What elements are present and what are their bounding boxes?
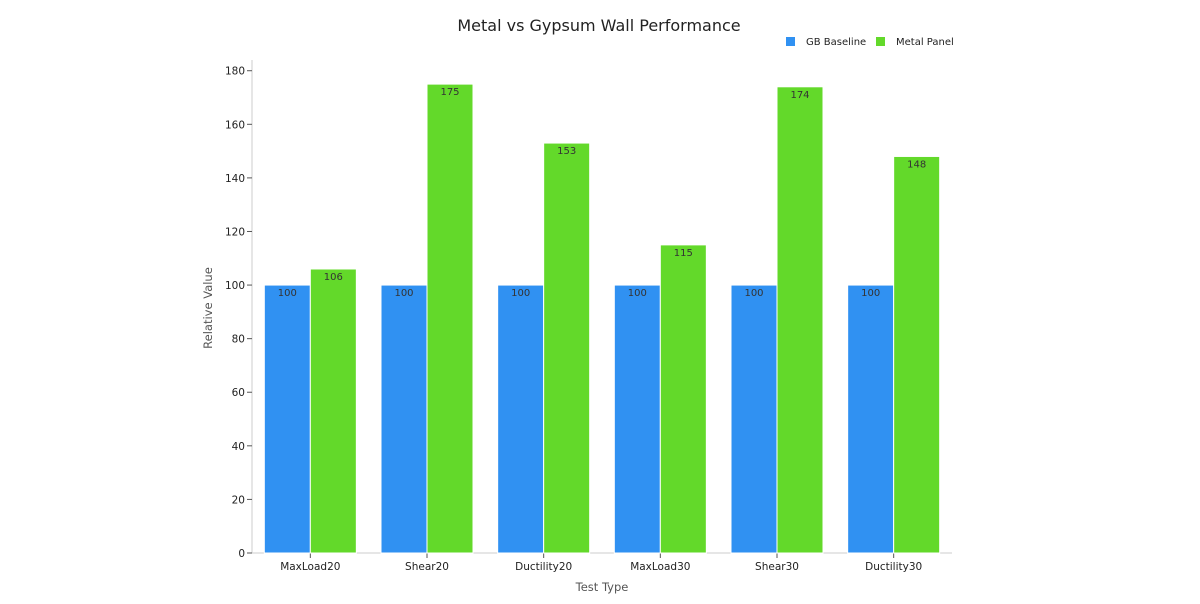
bar-metal-panel (776, 86, 824, 554)
x-tick-label: Shear30 (755, 561, 799, 573)
bar-metal-panel (893, 155, 941, 554)
y-tick-label: 120 (225, 226, 245, 238)
y-tick-label: 80 (232, 334, 245, 346)
legend-swatch (786, 37, 795, 46)
legend-label: GB Baseline (806, 37, 866, 48)
legend: GB Baseline Metal Panel (786, 37, 954, 48)
x-axis-label: Test Type (575, 580, 629, 594)
y-tick-label: 40 (232, 441, 245, 453)
data-label: 153 (557, 146, 576, 157)
x-tick-label: Ductility30 (865, 561, 922, 573)
data-label: 100 (511, 288, 530, 299)
data-label: 100 (744, 288, 763, 299)
bar-metal-panel (543, 142, 591, 554)
bar-metal-panel (426, 83, 474, 554)
chart-title: Metal vs Gypsum Wall Performance (457, 16, 740, 35)
x-tick-label: MaxLoad20 (280, 561, 340, 573)
legend-label: Metal Panel (896, 37, 954, 48)
data-label: 175 (440, 87, 459, 98)
bar-metal-panel (309, 268, 357, 554)
bar-gb-baseline (730, 284, 778, 554)
x-tick-label: MaxLoad30 (630, 561, 690, 573)
data-label: 100 (628, 288, 647, 299)
bar-gb-baseline (497, 284, 545, 554)
data-label: 100 (861, 288, 880, 299)
y-tick-label: 0 (238, 548, 245, 560)
y-tick-label: 100 (225, 280, 245, 292)
y-tick-label: 60 (232, 387, 245, 399)
bar-gb-baseline (380, 284, 428, 554)
bar-metal-panel (659, 244, 707, 554)
data-label: 100 (278, 288, 297, 299)
axes: 0 20 40 60 80 100 120 140 160 180 MaxLoad20 Shear20… (225, 60, 952, 573)
bars: 100 106 100 175 100 153 100 115 100 174 100 148 (263, 83, 941, 554)
data-label: 148 (907, 159, 926, 170)
x-tick-label: Ductility20 (515, 561, 572, 573)
y-tick-label: 20 (232, 494, 245, 506)
data-label: 100 (394, 288, 413, 299)
x-tick-label: Shear20 (405, 561, 449, 573)
y-tick-label: 160 (225, 119, 245, 131)
data-label: 106 (324, 272, 343, 283)
y-tick-label: 140 (225, 173, 245, 185)
bar-gb-baseline (847, 284, 895, 554)
y-tick-label: 180 (225, 66, 245, 78)
data-label: 115 (674, 248, 693, 259)
y-axis-label: Relative Value (201, 267, 215, 349)
data-label: 174 (790, 90, 809, 101)
legend-swatch (876, 37, 885, 46)
bar-gb-baseline (263, 284, 311, 554)
bar-gb-baseline (613, 284, 661, 554)
